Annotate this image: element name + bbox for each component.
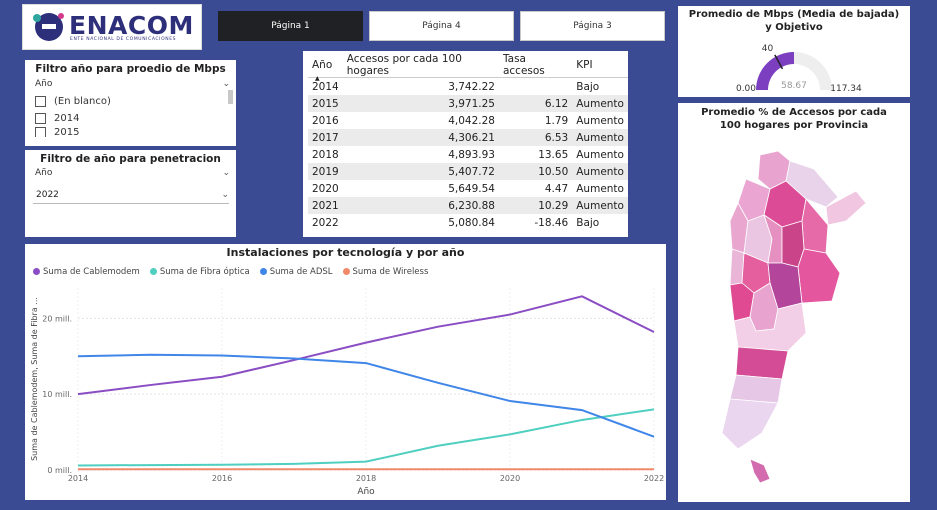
legend-item[interactable]: Suma de ADSL (259, 267, 333, 277)
logo-name: ENACOM (69, 11, 194, 40)
table-row: 2014 3,742.22 Bajo (312, 80, 600, 93)
x-axis-label: Año (357, 487, 375, 497)
line-chart-svg: 0 mill. 10 mill. 20 mill. 2014 2016 2018 2020 2… (30, 288, 664, 497)
checkbox[interactable] (35, 96, 46, 107)
map-province[interactable] (825, 190, 867, 226)
argentina-map (721, 150, 867, 484)
x-tick-label: 2022 (644, 474, 664, 483)
map-province[interactable] (735, 346, 789, 380)
tab-pagina-1[interactable]: Página 1 (218, 11, 363, 41)
checkbox[interactable] (35, 127, 46, 137)
y-tick-label: 0 mill. (47, 466, 72, 475)
table-row: 2019 5,407.72 10.50 Aumento (308, 163, 628, 180)
slicer-pen-title: Filtro de año para penetracion (40, 153, 221, 165)
tab-pagina-4[interactable]: Página 4 (369, 11, 514, 41)
legend-item[interactable]: Suma de Fibra óptica (149, 267, 250, 277)
gauge-max-label: 117.34 (830, 84, 862, 94)
line-chart: Instalaciones por tecnología y por año S… (25, 244, 666, 500)
table-row: 2017 4,306.21 6.53 Aumento (308, 129, 628, 146)
list-item[interactable]: (En blanco) (35, 93, 215, 110)
gauge-value-label: 58.67 (781, 81, 807, 91)
chart-title: Instalaciones por tecnología y por año (226, 246, 465, 259)
y-tick-label: 20 mill. (42, 314, 72, 323)
table-row: 2022 5,080.84 -18.46 Bajo (312, 216, 600, 229)
table-row: 2021 6,230.88 10.29 Aumento (308, 197, 628, 214)
slicer-mbps-title: Filtro año para proedio de Mbps (35, 63, 226, 75)
gauge-svg: 0.00 117.34 58.67 40 (736, 44, 862, 94)
slicer-mbps-list: (En blanco) 2014 2015 (35, 93, 215, 137)
map-province[interactable] (729, 374, 783, 404)
legend-item[interactable]: Suma de Cablemodem (33, 267, 140, 277)
col-header-accesos[interactable]: Accesos por cada 100 hogares (342, 53, 499, 78)
col-header-kpi[interactable]: KPI (572, 53, 628, 78)
gauge-fill (756, 52, 794, 90)
gauge-panel: Promedio de Mbps (Media de bajada) y Obj… (678, 6, 910, 97)
sort-arrow-icon[interactable]: ▲ (315, 75, 320, 82)
list-item[interactable]: 2014 (35, 110, 215, 127)
table-row: 2015 3,971.25 6.12 Aumento (308, 95, 628, 112)
gauge-target-marker (774, 54, 784, 70)
tab-pagina-3[interactable]: Página 3 (520, 11, 665, 41)
x-tick-label: 2018 (356, 474, 376, 483)
slicer-penetracion: Filtro de año para penetracion Año ⌄ 202… (25, 150, 236, 237)
x-tick-label: 2016 (212, 474, 232, 483)
y-tick-label: 10 mill. (42, 390, 72, 399)
map-province[interactable] (801, 198, 829, 254)
checkbox[interactable] (35, 113, 46, 124)
y-axis-label: Suma de Cablemodem, Suma de Fibra ... (30, 297, 39, 461)
chevron-down-icon[interactable]: ⌄ (222, 79, 230, 89)
table-row: 2016 4,042.28 1.79 Aumento (312, 114, 624, 127)
table-row: 2020 5,649.54 4.47 Aumento (312, 182, 624, 195)
series-line[interactable] (77, 295, 655, 396)
slicer-mbps-field: Año (35, 79, 53, 89)
chevron-down-icon[interactable]: ⌄ (221, 189, 229, 200)
x-tick-label: 2014 (68, 474, 88, 483)
scrollbar[interactable] (228, 90, 233, 104)
logo-icon (33, 13, 64, 41)
map-province[interactable] (749, 458, 771, 484)
map-panel: Promedio % de Accesos por cada 100 hogar… (678, 103, 910, 502)
accesos-table: Año Accesos por cada 100 hogares Tasa ac… (303, 51, 628, 237)
gauge-min-label: 0.00 (736, 84, 756, 94)
gauge-title: Promedio de Mbps (Media de bajada) y Obj… (688, 9, 900, 33)
chart-legend: Suma de Cablemodem Suma de Fibra óptica … (33, 267, 428, 277)
col-header-tasa[interactable]: Tasa accesos (498, 53, 573, 78)
x-tick-label: 2020 (500, 474, 520, 483)
gauge-target-label: 40 (762, 44, 774, 54)
legend-item[interactable]: Suma de Wireless (342, 267, 428, 277)
enacom-logo: ENACOM ENTE NACIONAL DE COMUNICACIONES (22, 4, 202, 50)
map-province[interactable] (721, 398, 779, 450)
logo-subtitle: ENTE NACIONAL DE COMUNICACIONES (70, 37, 177, 42)
year-dropdown[interactable]: 2022 ⌄ (33, 186, 229, 204)
series-line[interactable] (77, 353, 655, 438)
series-line[interactable] (77, 408, 655, 467)
map-title: Promedio % de Accesos por cada 100 hogar… (701, 107, 887, 131)
col-header-anio[interactable]: Año (308, 53, 343, 78)
list-item[interactable]: 2015 (35, 127, 215, 137)
chevron-down-icon[interactable]: ⌄ (222, 168, 230, 178)
table-row: 2018 4,893.93 13.65 Aumento (312, 148, 624, 161)
slicer-mbps: Filtro año para proedio de Mbps Año ⌄ (E… (25, 60, 236, 146)
map-province[interactable] (797, 248, 841, 304)
slicer-pen-field: Año (35, 168, 53, 178)
